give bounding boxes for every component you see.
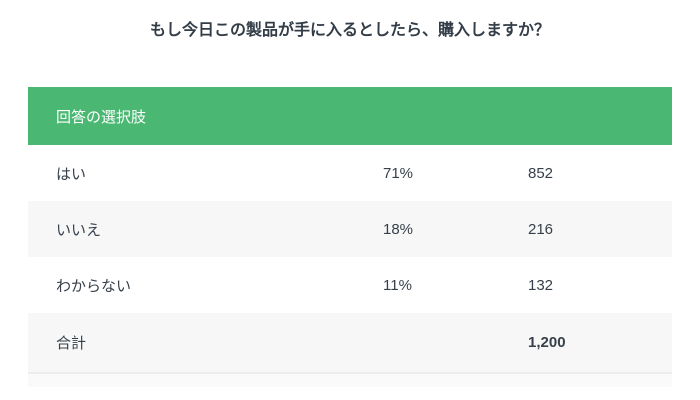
table-row-yes: はい 71% 852 (28, 145, 672, 201)
table-row-total: 合計 1,200 (28, 313, 672, 372)
partial-next-row (28, 372, 672, 387)
survey-results-page: もし今日この製品が手に入るとしたら、購入しますか？ 回答の選択肢 はい 71% … (28, 22, 672, 387)
table-row-dont-know: わからない 11% 132 (28, 257, 672, 313)
choice-label: わからない (56, 277, 132, 295)
table-header-row: 回答の選択肢 (28, 87, 672, 145)
choice-percent: 11% (383, 276, 412, 294)
results-table: 回答の選択肢 はい 71% 852 いいえ 18% 216 わからない 11% … (28, 87, 672, 387)
choice-count: 852 (528, 164, 554, 182)
table-row-no: いいえ 18% 216 (28, 201, 672, 257)
choice-label: いいえ (56, 221, 102, 239)
choice-count: 216 (528, 220, 554, 238)
total-count: 1,200 (528, 334, 566, 351)
choice-count: 132 (528, 276, 554, 294)
question-title: もし今日この製品が手に入るとしたら、購入しますか？ (149, 22, 550, 39)
column-header-answer-choices: 回答の選択肢 (56, 108, 147, 126)
choice-label: はい (56, 165, 87, 183)
choice-percent: 18% (383, 220, 414, 238)
total-label: 合計 (56, 335, 87, 352)
choice-percent: 71% (383, 164, 414, 182)
